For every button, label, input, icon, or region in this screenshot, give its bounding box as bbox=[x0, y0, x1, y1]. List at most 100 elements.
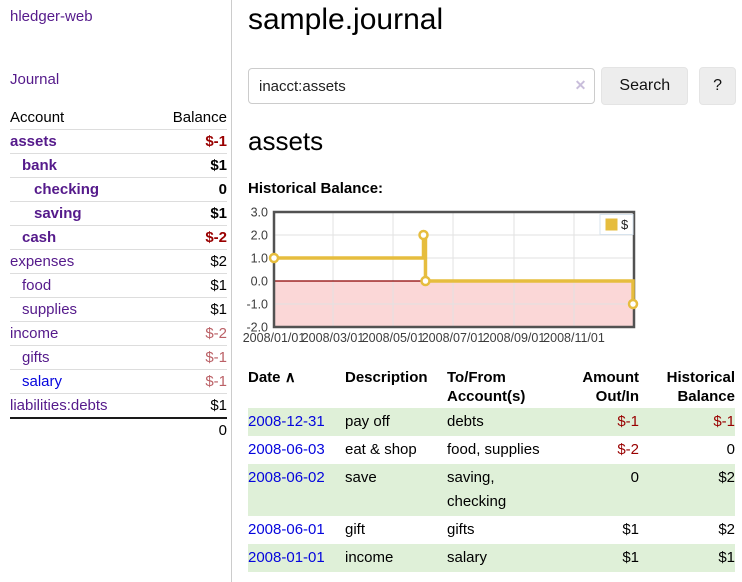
account-balance: $1 bbox=[149, 297, 227, 322]
register-header-description: Description bbox=[345, 369, 428, 386]
account-balance: 0 bbox=[149, 177, 227, 202]
transaction-description: eat & shop bbox=[345, 441, 417, 458]
register-header-row: Date ∧ Description To/From Account(s) Am… bbox=[248, 366, 735, 408]
account-balance: $-1 bbox=[149, 345, 227, 370]
accounts-table: Account Balance assets $-1 bank $1 checking 0… bbox=[10, 106, 227, 442]
x-axis-label: 2008/11/01 bbox=[543, 331, 605, 345]
sidebar-item-journal[interactable]: Journal bbox=[10, 71, 60, 88]
legend-label: $ bbox=[621, 217, 629, 232]
accounts-header-row: Account Balance bbox=[10, 106, 227, 130]
accounts-header-balance: Balance bbox=[172, 109, 227, 126]
transaction-description: gift bbox=[345, 521, 366, 538]
transaction-date-link[interactable]: 2008-06-01 bbox=[248, 521, 325, 538]
help-button[interactable]: ? bbox=[699, 67, 736, 105]
transaction-description: income bbox=[345, 549, 394, 566]
account-balance: $-2 bbox=[149, 225, 227, 250]
transaction-accounts: salary bbox=[447, 549, 488, 566]
account-link[interactable]: salary bbox=[22, 373, 63, 390]
register-table: Date ∧ Description To/From Account(s) Am… bbox=[248, 366, 735, 572]
account-link[interactable]: bank bbox=[22, 157, 58, 174]
transaction-accounts: gifts bbox=[447, 521, 475, 538]
x-axis-label: 2008/03/01 bbox=[302, 331, 365, 345]
sidebar: hledger-web Journal Account Balance asse… bbox=[0, 0, 232, 582]
transaction-description: save bbox=[345, 469, 377, 486]
register-row: 2008-06-02 save saving, checking 0 $2 bbox=[248, 464, 735, 516]
register-header-amount: Amount Out/In bbox=[582, 369, 639, 405]
account-row: supplies $1 bbox=[10, 297, 227, 322]
transaction-accounts: food, supplies bbox=[447, 441, 540, 458]
main-content: sample.journal ✕ Search ? assets Histori… bbox=[243, 0, 736, 572]
transaction-balance: $2 bbox=[718, 521, 735, 538]
x-axis-label: 2008/05/01 bbox=[362, 331, 425, 345]
y-axis-label: 0.0 bbox=[251, 275, 268, 289]
register-header-date[interactable]: Date ∧ bbox=[248, 369, 296, 386]
transaction-balance: $-1 bbox=[713, 413, 735, 430]
account-row: expenses $2 bbox=[10, 249, 227, 274]
transaction-amount: $-1 bbox=[617, 413, 639, 430]
accounts-header-account: Account bbox=[10, 109, 65, 126]
account-row: assets $-1 bbox=[10, 129, 227, 154]
account-link[interactable]: food bbox=[22, 277, 52, 294]
transaction-date-link[interactable]: 2008-12-31 bbox=[248, 413, 325, 430]
plot-frame bbox=[272, 210, 636, 329]
account-link[interactable]: supplies bbox=[22, 301, 78, 318]
y-axis-label: -1.0 bbox=[246, 298, 268, 312]
transaction-amount: $1 bbox=[622, 521, 639, 538]
account-link[interactable]: saving bbox=[34, 205, 82, 222]
historical-balance-chart: $3.0 2.0 1.0 0.0 -1.0 -2.0 2008/01/01 2008/03/0… bbox=[242, 206, 736, 346]
chart-svg: $3.0 2.0 1.0 0.0 -1.0 -2.02008/01/012008/03/0… bbox=[243, 206, 639, 345]
transaction-amount: 0 bbox=[630, 469, 639, 486]
search-bar: ✕ Search ? bbox=[248, 67, 736, 105]
data-point-marker bbox=[627, 298, 639, 310]
search-input[interactable] bbox=[248, 68, 596, 104]
account-balance: $1 bbox=[149, 393, 227, 418]
account-row: liabilities:debts $1 bbox=[10, 393, 227, 418]
transaction-accounts: saving, checking bbox=[447, 469, 507, 510]
app-title-link[interactable]: hledger-web bbox=[10, 8, 93, 25]
search-button[interactable]: Search bbox=[601, 67, 689, 105]
transaction-date-link[interactable]: 2008-01-01 bbox=[248, 549, 325, 566]
x-axis-label: 2008/01/01 bbox=[243, 331, 306, 345]
x-axis-label: 2008/09/01 bbox=[483, 331, 546, 345]
register-row: 2008-06-03 eat & shop food, supplies $-2 0 bbox=[248, 436, 735, 464]
register-row: 2008-12-31 pay off debts $-1 $-1 bbox=[248, 408, 735, 436]
data-point-marker bbox=[418, 229, 429, 241]
account-heading: assets bbox=[248, 126, 324, 156]
transaction-description: pay off bbox=[345, 413, 390, 430]
chart-title: Historical Balance: bbox=[248, 180, 384, 197]
y-axis-label: 3.0 bbox=[251, 206, 268, 220]
transaction-date-link[interactable]: 2008-06-03 bbox=[248, 441, 325, 458]
account-balance: $1 bbox=[149, 273, 227, 298]
account-row: cash $-2 bbox=[10, 225, 227, 250]
account-link[interactable]: income bbox=[10, 325, 59, 342]
y-axis-label: 1.0 bbox=[251, 252, 268, 266]
account-balance: $1 bbox=[149, 201, 227, 226]
register-header-accounts: To/From Account(s) bbox=[447, 369, 526, 405]
register-header-balance: Historical Balance bbox=[666, 369, 735, 405]
register-row: 2008-06-01 gift gifts $1 $2 bbox=[248, 516, 735, 544]
account-balance: $-1 bbox=[149, 369, 227, 394]
account-row: food $1 bbox=[10, 273, 227, 298]
sort-ascending-icon: ∧ bbox=[284, 369, 296, 386]
account-link[interactable]: checking bbox=[34, 181, 100, 198]
transaction-balance: $2 bbox=[718, 469, 735, 486]
account-link[interactable]: assets bbox=[10, 133, 57, 150]
account-balance: $2 bbox=[149, 249, 227, 274]
transaction-date-link[interactable]: 2008-06-02 bbox=[248, 469, 325, 486]
accounts-total-balance: 0 bbox=[149, 417, 227, 442]
page-title: sample.journal bbox=[248, 3, 444, 36]
transaction-amount: $1 bbox=[622, 549, 639, 566]
clear-search-icon[interactable]: ✕ bbox=[574, 77, 587, 93]
transaction-balance: 0 bbox=[726, 441, 735, 458]
account-row: bank $1 bbox=[10, 153, 227, 178]
account-row: checking 0 bbox=[10, 177, 227, 202]
legend-swatch bbox=[604, 217, 619, 232]
account-link[interactable]: liabilities:debts bbox=[10, 397, 108, 414]
register-row: 2008-01-01 income salary $1 $1 bbox=[248, 544, 735, 572]
account-row: income $-2 bbox=[10, 321, 227, 346]
account-balance: $-1 bbox=[149, 129, 227, 154]
account-link[interactable]: expenses bbox=[10, 253, 75, 270]
account-link[interactable]: cash bbox=[22, 229, 57, 246]
account-link[interactable]: gifts bbox=[22, 349, 50, 366]
transaction-accounts: debts bbox=[447, 413, 484, 430]
